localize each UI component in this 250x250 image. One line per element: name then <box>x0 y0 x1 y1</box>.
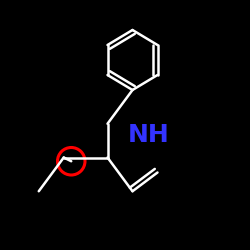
Text: NH: NH <box>128 123 170 147</box>
